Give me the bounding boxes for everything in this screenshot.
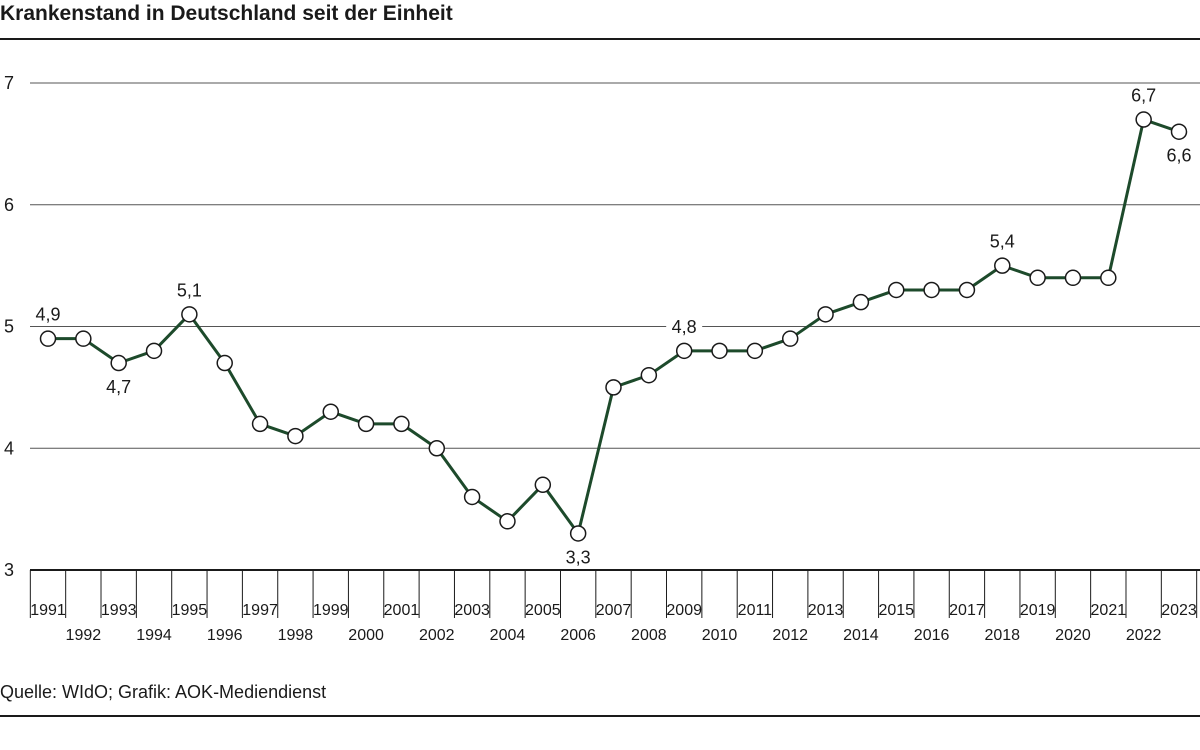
x-tick-label: 1998 bbox=[278, 627, 314, 644]
x-tick-label: 2010 bbox=[702, 627, 738, 644]
chart-title: Krankenstand in Deutschland seit der Ein… bbox=[0, 2, 453, 25]
data-point bbox=[322, 403, 339, 420]
data-point bbox=[1170, 123, 1188, 140]
data-point bbox=[181, 306, 198, 323]
y-tick-label: 3 bbox=[4, 560, 14, 580]
data-label-backdrop bbox=[1161, 144, 1197, 167]
x-tick-label: 2002 bbox=[419, 627, 455, 644]
y-tick-label: 4 bbox=[4, 438, 14, 458]
data-label-backdrop bbox=[560, 546, 597, 569]
data-point bbox=[393, 415, 410, 433]
data-point bbox=[923, 281, 940, 299]
x-tick-label: 1996 bbox=[207, 627, 243, 644]
x-tick-label: 2009 bbox=[666, 602, 702, 619]
data-point bbox=[499, 513, 516, 530]
x-tick-label: 2016 bbox=[914, 627, 950, 644]
x-tick-label: 2012 bbox=[772, 627, 808, 644]
data-point bbox=[640, 366, 658, 384]
x-tick-label: 1993 bbox=[101, 602, 137, 619]
x-tick-label: 2013 bbox=[808, 602, 844, 619]
data-point bbox=[1135, 111, 1152, 128]
x-tick-label: 1992 bbox=[66, 627, 102, 644]
x-tick-label: 2020 bbox=[1055, 627, 1091, 644]
data-point bbox=[1029, 269, 1046, 287]
data-point bbox=[75, 330, 92, 347]
data-label: 4,9 bbox=[35, 305, 60, 325]
x-tick-label: 2023 bbox=[1161, 602, 1197, 619]
data-label-backdrop bbox=[171, 279, 208, 302]
bottom-rule bbox=[0, 715, 1200, 717]
data-point bbox=[1100, 269, 1117, 287]
data-point bbox=[145, 342, 163, 360]
y-tick-label: 7 bbox=[4, 73, 14, 93]
x-tick-label: 2000 bbox=[348, 627, 384, 644]
y-tick-label: 5 bbox=[4, 317, 14, 337]
data-point bbox=[675, 342, 693, 360]
x-tick-label: 1997 bbox=[242, 602, 278, 619]
data-label-backdrop bbox=[30, 303, 66, 326]
x-tick-label: 2004 bbox=[490, 627, 526, 644]
data-point bbox=[994, 257, 1011, 274]
data-labels: 4,9 4,7 5,1 3,3 4,8 5,4 6,7 6,6 bbox=[30, 84, 1197, 569]
data-points bbox=[39, 111, 1188, 542]
source-note: Quelle: WIdO; Grafik: AOK-Mediendienst bbox=[0, 682, 327, 702]
data-point bbox=[463, 488, 481, 506]
x-tick-label: 2005 bbox=[525, 602, 561, 619]
x-tick-label: 1994 bbox=[136, 627, 172, 644]
data-point bbox=[534, 476, 552, 494]
x-tick-label: 2018 bbox=[984, 627, 1020, 644]
data-point bbox=[888, 281, 905, 299]
x-tick-label: 2021 bbox=[1091, 602, 1127, 619]
data-label-backdrop bbox=[666, 315, 703, 338]
x-tick-label: 2001 bbox=[384, 602, 420, 619]
data-point bbox=[958, 281, 976, 299]
data-label: 5,1 bbox=[177, 280, 202, 300]
data-point bbox=[711, 342, 728, 360]
data-point bbox=[39, 330, 57, 347]
data-point bbox=[357, 415, 375, 433]
data-label: 6,6 bbox=[1166, 146, 1191, 166]
data-label: 5,4 bbox=[990, 232, 1015, 252]
data-label: 4,7 bbox=[106, 377, 131, 397]
data-point bbox=[428, 440, 446, 457]
x-tick-label: 2003 bbox=[454, 602, 490, 619]
data-label-backdrop bbox=[100, 376, 137, 399]
top-rule bbox=[0, 38, 1200, 40]
x-tick-label: 1995 bbox=[172, 602, 208, 619]
data-point bbox=[605, 379, 622, 396]
data-point bbox=[1064, 269, 1082, 287]
x-tick-label: 2022 bbox=[1126, 627, 1162, 644]
data-label-backdrop bbox=[984, 230, 1021, 253]
x-tick-label: 2017 bbox=[949, 602, 985, 619]
data-label: 4,8 bbox=[672, 317, 697, 337]
x-tick-label: 1999 bbox=[313, 602, 349, 619]
data-point bbox=[110, 354, 127, 372]
x-tick-label: 2015 bbox=[878, 602, 914, 619]
data-point bbox=[817, 306, 834, 323]
x-tick-label: 2014 bbox=[843, 627, 879, 644]
data-point bbox=[746, 342, 764, 360]
data-point bbox=[781, 330, 799, 347]
data-point bbox=[216, 354, 233, 372]
data-point bbox=[287, 427, 304, 445]
data-point bbox=[251, 415, 269, 433]
x-tick-label: 2007 bbox=[596, 602, 632, 619]
x-tick-label: 2011 bbox=[738, 602, 773, 619]
data-label: 6,7 bbox=[1131, 86, 1156, 106]
data-point bbox=[852, 293, 870, 311]
data-label-backdrop bbox=[1125, 84, 1162, 107]
grid-layer: 3 4 5 6 7 bbox=[4, 73, 1200, 580]
x-tick-label: 2019 bbox=[1020, 602, 1056, 619]
y-tick-label: 6 bbox=[4, 195, 14, 215]
data-point bbox=[569, 525, 587, 542]
x-tick-label: 2008 bbox=[631, 627, 667, 644]
x-tick-label: 1991 bbox=[30, 602, 66, 619]
data-label: 3,3 bbox=[566, 547, 591, 567]
x-tick-label: 2006 bbox=[560, 627, 596, 644]
